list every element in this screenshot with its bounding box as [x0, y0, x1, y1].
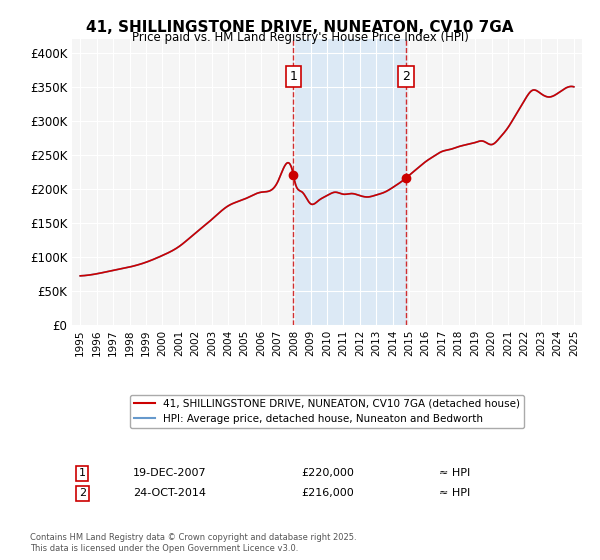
- Text: Price paid vs. HM Land Registry's House Price Index (HPI): Price paid vs. HM Land Registry's House …: [131, 31, 469, 44]
- Text: 41, SHILLINGSTONE DRIVE, NUNEATON, CV10 7GA: 41, SHILLINGSTONE DRIVE, NUNEATON, CV10 …: [86, 20, 514, 35]
- Text: 2: 2: [79, 488, 86, 498]
- Text: 2: 2: [402, 70, 410, 83]
- Text: ≈ HPI: ≈ HPI: [439, 488, 470, 498]
- Legend: 41, SHILLINGSTONE DRIVE, NUNEATON, CV10 7GA (detached house), HPI: Average price: 41, SHILLINGSTONE DRIVE, NUNEATON, CV10 …: [130, 395, 524, 428]
- Text: 19-DEC-2007: 19-DEC-2007: [133, 468, 207, 478]
- Bar: [293, 39, 406, 325]
- Text: 1: 1: [290, 70, 298, 83]
- Text: £216,000: £216,000: [302, 488, 354, 498]
- Text: 1: 1: [79, 468, 86, 478]
- Text: Contains HM Land Registry data © Crown copyright and database right 2025.
This d: Contains HM Land Registry data © Crown c…: [30, 533, 356, 553]
- Text: ≈ HPI: ≈ HPI: [439, 468, 470, 478]
- Text: £220,000: £220,000: [302, 468, 355, 478]
- Text: 24-OCT-2014: 24-OCT-2014: [133, 488, 206, 498]
